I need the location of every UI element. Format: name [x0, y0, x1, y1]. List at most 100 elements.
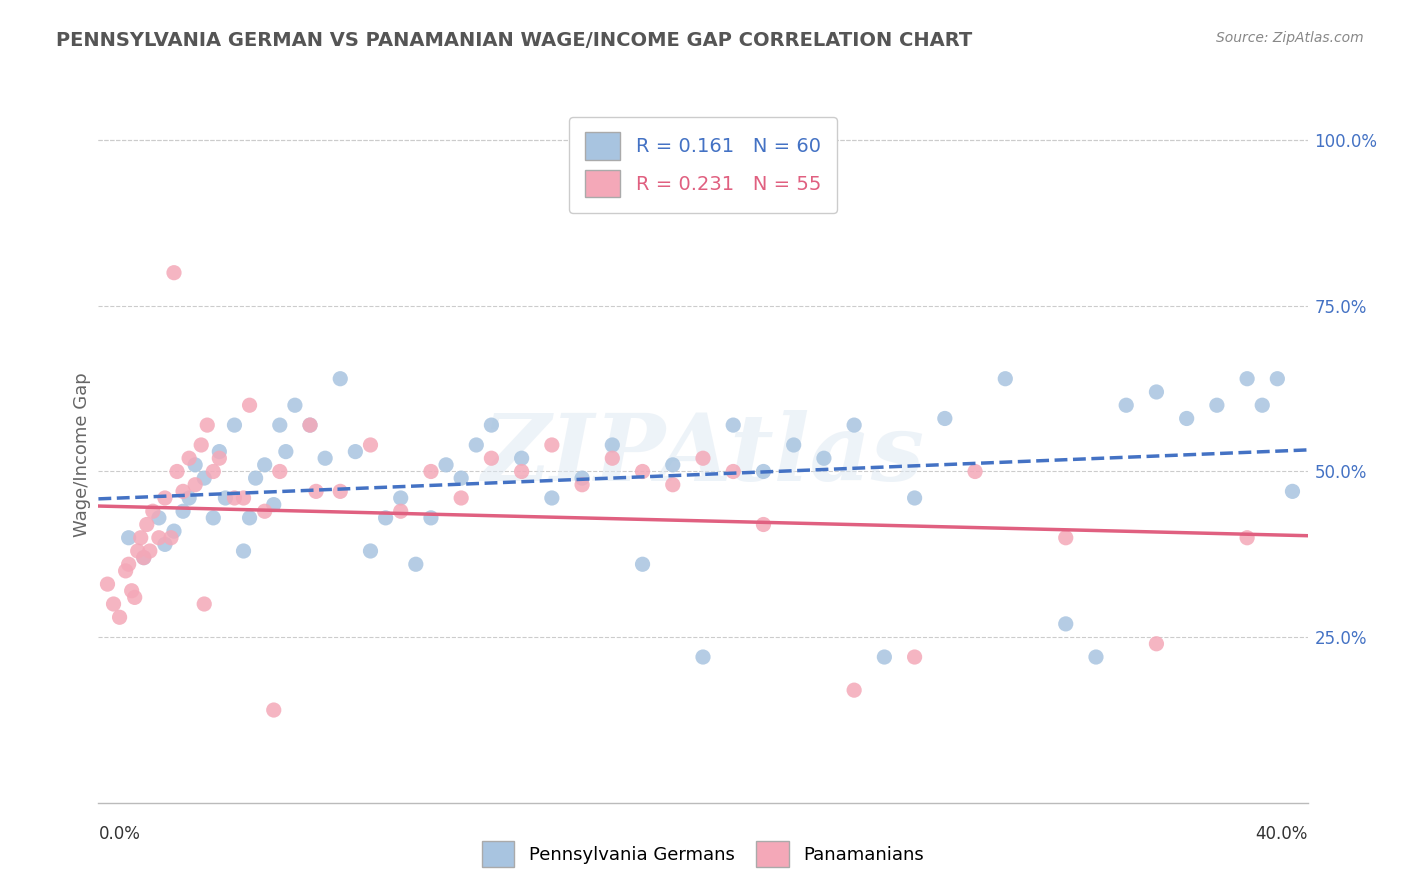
- Point: [299, 418, 322, 433]
- Point: [208, 451, 231, 466]
- Point: [510, 465, 533, 479]
- Point: [360, 544, 382, 558]
- Point: [541, 491, 564, 505]
- Point: [434, 458, 457, 472]
- Point: [224, 418, 246, 433]
- Point: [1236, 531, 1258, 545]
- Point: [904, 650, 927, 665]
- Point: [163, 524, 186, 538]
- Point: [274, 444, 297, 458]
- Point: [245, 471, 267, 485]
- Point: [232, 491, 254, 505]
- Point: [232, 544, 254, 558]
- Text: 40.0%: 40.0%: [1256, 825, 1308, 843]
- Point: [202, 465, 225, 479]
- Point: [1054, 531, 1077, 545]
- Point: [692, 650, 714, 665]
- Point: [1085, 650, 1108, 665]
- Point: [389, 491, 412, 505]
- Point: [1054, 616, 1077, 631]
- Point: [163, 266, 186, 280]
- Point: [184, 477, 207, 491]
- Point: [662, 458, 685, 472]
- Point: [193, 471, 215, 485]
- Point: [1146, 637, 1168, 651]
- Point: [450, 471, 472, 485]
- Point: [389, 504, 412, 518]
- Point: [631, 465, 654, 479]
- Point: [329, 372, 352, 386]
- Point: [118, 531, 141, 545]
- Point: [662, 477, 685, 491]
- Point: [541, 438, 564, 452]
- Point: [208, 444, 231, 458]
- Point: [214, 491, 236, 505]
- Point: [1175, 411, 1198, 425]
- Text: 0.0%: 0.0%: [98, 825, 141, 843]
- Point: [752, 465, 775, 479]
- Point: [135, 517, 157, 532]
- Point: [873, 650, 896, 665]
- Point: [305, 484, 328, 499]
- Point: [752, 517, 775, 532]
- Point: [1146, 384, 1168, 399]
- Point: [121, 583, 143, 598]
- Point: [783, 438, 806, 452]
- Point: [253, 458, 276, 472]
- Point: [239, 511, 262, 525]
- Point: [344, 444, 367, 458]
- Point: [1115, 398, 1137, 412]
- Point: [692, 451, 714, 466]
- Legend: Pennsylvania Germans, Panamanians: Pennsylvania Germans, Panamanians: [475, 834, 931, 874]
- Point: [263, 703, 285, 717]
- Point: [374, 511, 396, 525]
- Text: PENNSYLVANIA GERMAN VS PANAMANIAN WAGE/INCOME GAP CORRELATION CHART: PENNSYLVANIA GERMAN VS PANAMANIAN WAGE/I…: [56, 31, 973, 50]
- Point: [202, 511, 225, 525]
- Point: [114, 564, 136, 578]
- Point: [723, 418, 745, 433]
- Point: [481, 418, 503, 433]
- Point: [269, 465, 291, 479]
- Point: [994, 372, 1017, 386]
- Point: [405, 558, 427, 572]
- Point: [602, 451, 624, 466]
- Point: [813, 451, 835, 466]
- Point: [263, 498, 285, 512]
- Point: [1236, 372, 1258, 386]
- Point: [420, 511, 443, 525]
- Point: [844, 418, 866, 433]
- Point: [465, 438, 488, 452]
- Point: [124, 591, 146, 605]
- Point: [450, 491, 472, 505]
- Point: [904, 491, 927, 505]
- Point: [184, 458, 207, 472]
- Point: [153, 537, 176, 551]
- Point: [195, 418, 218, 433]
- Point: [127, 544, 149, 558]
- Point: [844, 683, 866, 698]
- Point: [1251, 398, 1274, 412]
- Point: [571, 471, 593, 485]
- Point: [179, 491, 201, 505]
- Point: [510, 451, 533, 466]
- Point: [631, 558, 654, 572]
- Point: [139, 544, 162, 558]
- Point: [103, 597, 125, 611]
- Point: [934, 411, 956, 425]
- Point: [166, 465, 188, 479]
- Point: [299, 418, 322, 433]
- Point: [148, 511, 170, 525]
- Point: [1206, 398, 1229, 412]
- Point: [224, 491, 246, 505]
- Point: [965, 465, 987, 479]
- Point: [253, 504, 276, 518]
- Point: [571, 477, 593, 491]
- Point: [172, 504, 194, 518]
- Point: [1267, 372, 1289, 386]
- Point: [269, 418, 291, 433]
- Y-axis label: Wage/Income Gap: Wage/Income Gap: [73, 373, 91, 537]
- Point: [142, 504, 165, 518]
- Point: [129, 531, 152, 545]
- Legend: R = 0.161   N = 60, R = 0.231   N = 55: R = 0.161 N = 60, R = 0.231 N = 55: [569, 117, 837, 212]
- Text: Source: ZipAtlas.com: Source: ZipAtlas.com: [1216, 31, 1364, 45]
